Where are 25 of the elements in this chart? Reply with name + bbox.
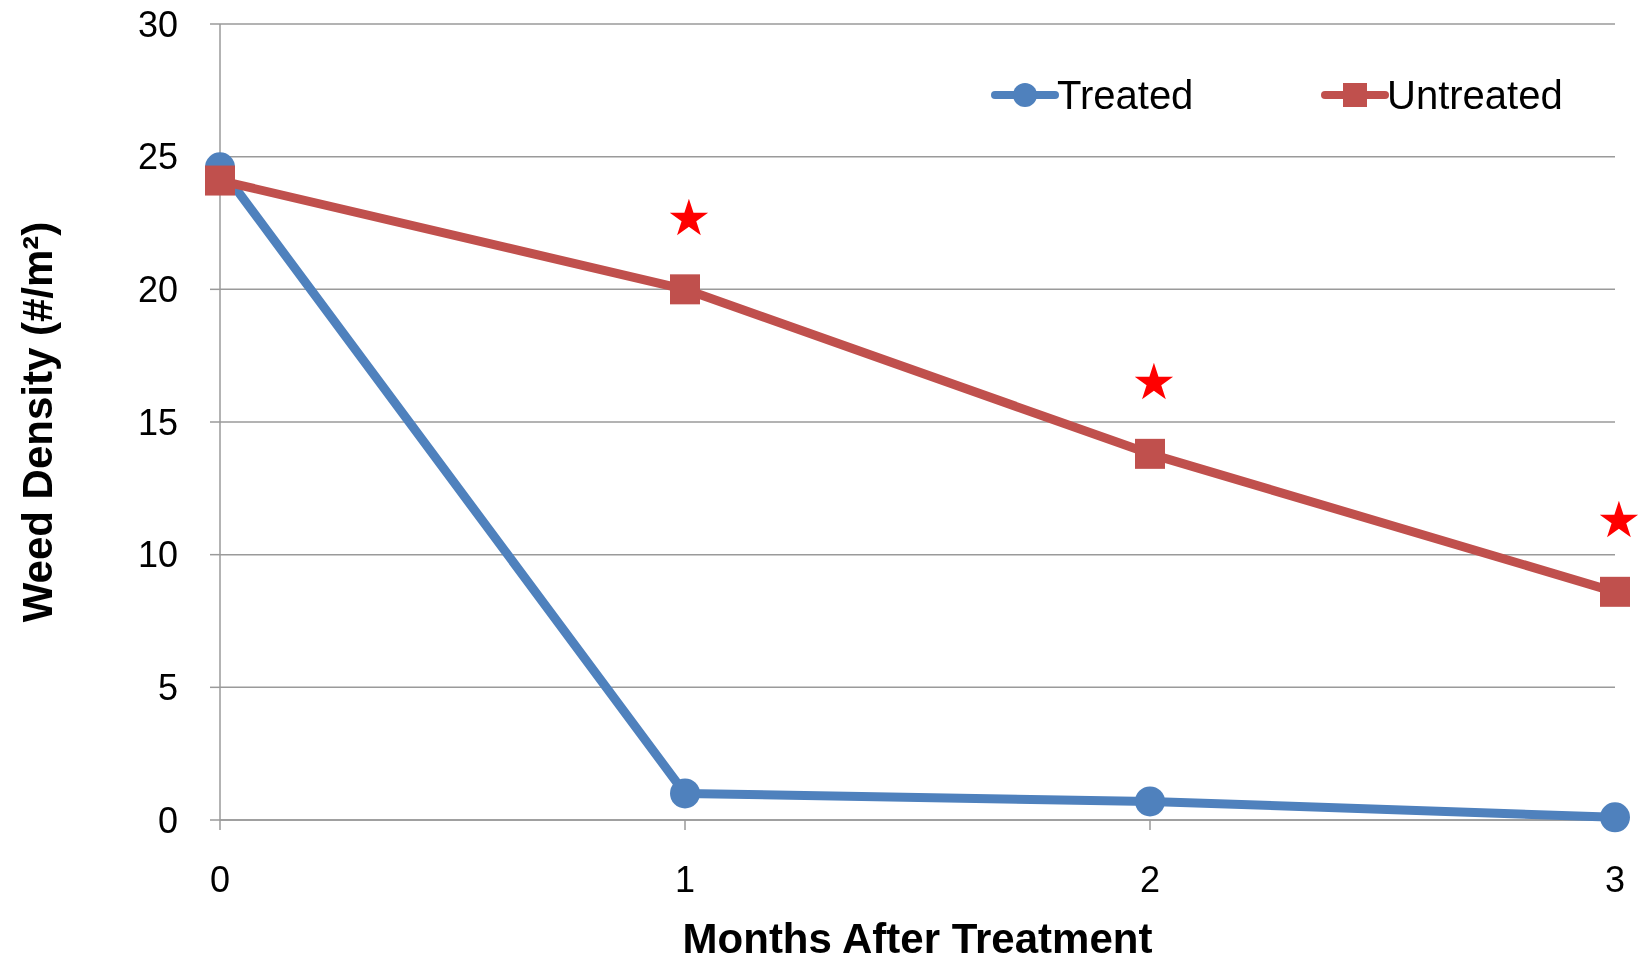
x-axis-title: Months After Treatment [682, 915, 1153, 962]
point [1600, 576, 1630, 607]
point [1600, 802, 1630, 833]
y-tick-label: 5 [157, 666, 178, 708]
y-tick-label: 15 [137, 401, 178, 443]
point [1135, 786, 1165, 817]
y-tick-label: 0 [157, 799, 178, 841]
y-tick-label: 25 [137, 136, 178, 178]
point [1135, 438, 1165, 469]
annotation: ★ [666, 189, 712, 246]
x-tick-label: 3 [1604, 859, 1626, 900]
point [670, 778, 700, 809]
y-tick-label: 10 [137, 534, 178, 576]
x-tick-label: 1 [674, 859, 696, 900]
x-tick-label: 2 [1139, 859, 1161, 900]
y-axis-title: Weed Density (#/m²) [14, 221, 61, 623]
x-tick-label: 0 [209, 859, 231, 900]
legend-label: Treated [1057, 73, 1194, 117]
point [670, 274, 700, 305]
annotation: ★ [1131, 354, 1177, 411]
y-tick-label: 20 [137, 268, 178, 310]
point [205, 165, 235, 196]
annotation: ★ [1596, 492, 1640, 549]
y-tick-label: 30 [137, 3, 178, 45]
legend-label: Untreated [1387, 73, 1563, 117]
